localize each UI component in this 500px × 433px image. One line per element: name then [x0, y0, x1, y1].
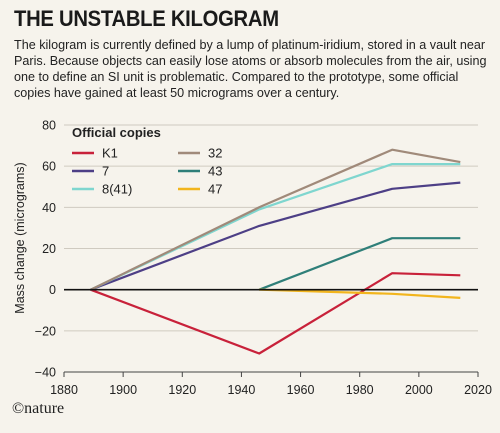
- y-tick-label: 80: [42, 119, 56, 133]
- x-tick-label: 1880: [50, 383, 78, 397]
- x-tick-label: 1920: [168, 383, 196, 397]
- x-tick-label: 1960: [287, 383, 315, 397]
- legend-item-label: 8(41): [102, 182, 132, 197]
- series-line-7: [90, 181, 461, 291]
- y-tick-label: 0: [49, 283, 56, 297]
- legend: Official copies K1 7 8(41) 32 43 47: [72, 125, 222, 197]
- y-tick-label: −20: [35, 324, 56, 338]
- legend-item-label: K1: [102, 146, 118, 161]
- y-axis-ticks: −40 −20 0 20 40 60 80: [35, 119, 56, 380]
- y-tick-label: 20: [42, 242, 56, 256]
- legend-item-label: 32: [208, 146, 222, 161]
- x-tick-label: 1900: [109, 383, 137, 397]
- y-tick-label: 40: [42, 201, 56, 215]
- gridlines: [64, 124, 478, 373]
- series-line-K1: [90, 272, 461, 355]
- x-tick-label: 2000: [405, 383, 433, 397]
- series-line-32: [90, 148, 461, 291]
- x-axis-ticks: 1880 1900 1920 1940 1960 1980 2000 2020: [50, 372, 492, 397]
- series-lines: [64, 148, 478, 355]
- legend-title: Official copies: [72, 125, 161, 140]
- legend-item-label: 43: [208, 164, 222, 179]
- chart-subtitle: The kilogram is currently defined by a l…: [14, 38, 487, 100]
- legend-item-label: 7: [102, 164, 109, 179]
- nature-logo: ©nature: [12, 400, 65, 417]
- y-axis-label: Mass change (micrograms): [13, 162, 27, 313]
- y-tick-label: 60: [42, 160, 56, 174]
- series-line-47: [259, 288, 461, 299]
- y-tick-label: −40: [35, 366, 56, 380]
- x-tick-label: 2020: [464, 383, 492, 397]
- legend-item-label: 47: [208, 182, 222, 197]
- series-line-43: [258, 237, 461, 291]
- chart-title: THE UNSTABLE KILOGRAM: [14, 6, 279, 31]
- x-tick-label: 1980: [346, 383, 374, 397]
- x-tick-label: 1940: [228, 383, 256, 397]
- series-line-841: [90, 163, 461, 291]
